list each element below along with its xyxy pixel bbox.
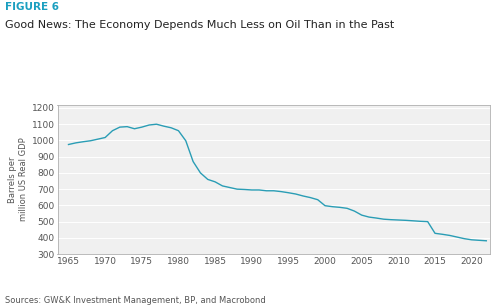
Text: Good News: The Economy Depends Much Less on Oil Than in the Past: Good News: The Economy Depends Much Less… <box>5 20 394 30</box>
Text: FIGURE 6: FIGURE 6 <box>5 2 59 11</box>
Text: Sources: GW&K Investment Management, BP, and Macrobond: Sources: GW&K Investment Management, BP,… <box>5 296 266 305</box>
Y-axis label: Barrels per
million US Real GDP: Barrels per million US Real GDP <box>8 138 28 221</box>
